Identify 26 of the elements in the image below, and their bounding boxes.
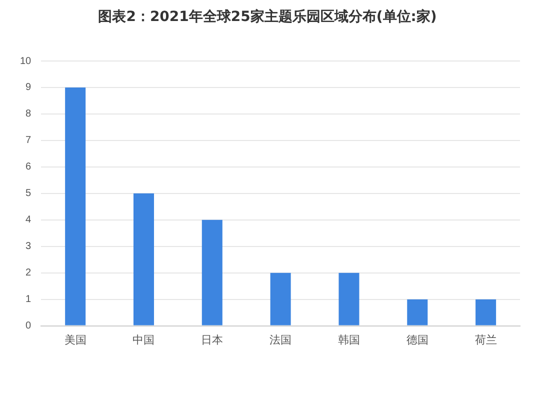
y-tick-label: 3: [26, 241, 32, 252]
y-tick-label: 6: [26, 162, 32, 173]
chart-title: 图表2：2021年全球25家主题乐园区域分布(单位:家): [97, 8, 438, 26]
x-tick-label: 中国: [132, 333, 155, 346]
x-tick-label: 日本: [201, 333, 224, 346]
y-tick-label: 2: [26, 268, 32, 279]
y-tick-label: 7: [26, 135, 32, 146]
y-tick-label: 4: [26, 214, 32, 226]
bar: [65, 87, 86, 326]
bar: [338, 272, 360, 326]
bar: [270, 272, 291, 326]
y-tick-label: 10: [20, 56, 32, 67]
x-tick-label: 荷兰: [474, 333, 497, 346]
y-tick-label: 8: [26, 108, 32, 120]
y-tick-label: 5: [26, 188, 32, 200]
bar: [476, 299, 496, 326]
x-tick-label: 德国: [406, 334, 428, 346]
bar: [202, 220, 222, 326]
bar: [407, 299, 428, 326]
x-tick-label: 韩国: [338, 333, 360, 346]
y-tick-label: 1: [26, 294, 32, 306]
x-tick-label: 法国: [270, 333, 292, 346]
y-tick-label: 9: [26, 82, 32, 94]
y-tick-label: 0: [26, 320, 32, 332]
bar: [133, 193, 154, 326]
x-tick-label: 美国: [64, 333, 86, 346]
